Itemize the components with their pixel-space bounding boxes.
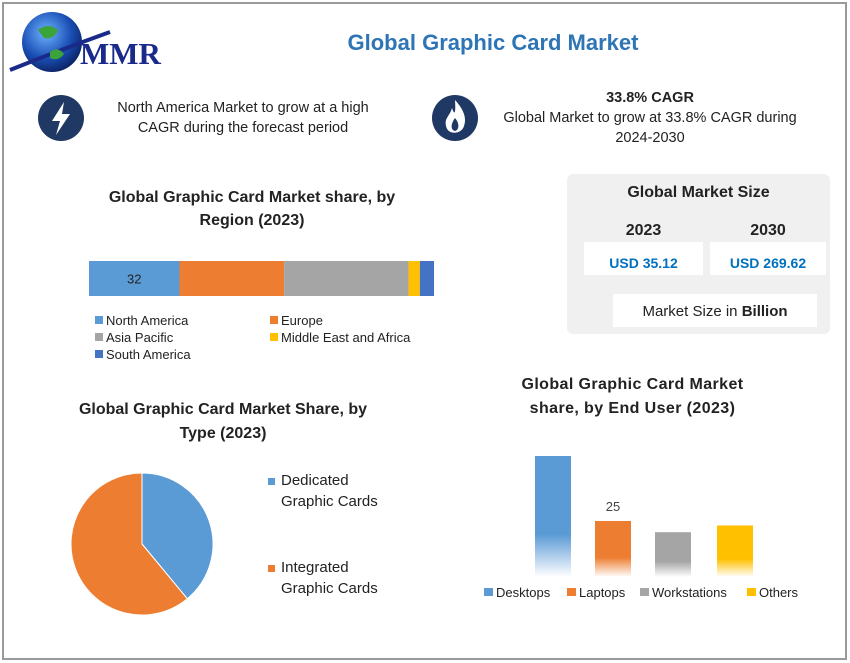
legend-swatch	[270, 333, 278, 341]
bar	[717, 525, 753, 577]
legend-label: Desktops	[496, 585, 551, 600]
bar	[655, 532, 691, 577]
legend-swatch	[95, 333, 103, 341]
title: Global Graphic Card Market	[347, 30, 639, 55]
year: 2023	[625, 222, 662, 239]
legend-swatch	[640, 588, 649, 596]
logo-globe	[9, 12, 111, 72]
note-box	[613, 294, 817, 327]
legend-swatch	[268, 478, 275, 485]
legend-label: North America	[106, 313, 189, 328]
pie-slice	[141, 472, 214, 600]
market-value: USD 269.62	[729, 255, 807, 271]
bar-segment	[179, 261, 285, 296]
legend-label: Workstations	[652, 585, 727, 600]
value-box	[584, 242, 703, 275]
logo-text: MMR	[80, 36, 161, 71]
chart-title: Global Graphic Card Market share, by Reg…	[108, 189, 396, 229]
bar-segment	[89, 261, 180, 296]
lightning-icon	[38, 95, 84, 141]
legend-swatch	[95, 316, 103, 324]
value-box	[710, 242, 826, 275]
bar	[595, 520, 631, 577]
legend-swatch	[268, 565, 275, 572]
legend-swatch	[747, 588, 756, 596]
legend-label: Middle East and Africa	[281, 330, 411, 345]
market-value: USD 35.12	[609, 255, 678, 271]
bar-segment	[419, 261, 434, 296]
note-text: Market Size in	[642, 303, 738, 320]
year: 2030	[750, 222, 786, 239]
chart-title: Global Graphic Card Market share, by End…	[521, 376, 744, 417]
legend-label: Laptops	[579, 585, 626, 600]
market-size-title: Global Market Size	[627, 184, 770, 201]
legend-label: South America	[106, 347, 191, 362]
note-unit: Billion	[741, 303, 788, 320]
bar	[535, 456, 571, 577]
legend-swatch	[270, 316, 278, 324]
legend-swatch	[484, 588, 493, 596]
flame-icon	[432, 95, 478, 141]
bar-segment	[408, 261, 420, 296]
legend-swatch	[567, 588, 576, 596]
legend-label: Integrated Graphic Cards	[281, 559, 378, 597]
legend-label: Dedicated Graphic Cards	[281, 472, 378, 510]
bar-segment	[284, 261, 409, 296]
chart-title: Global Graphic Card Market Share, by Typ…	[78, 401, 368, 442]
highlight: North America Market to grow at a high C…	[117, 100, 369, 136]
legend-label: Others	[759, 585, 799, 600]
legend-label: Europe	[281, 313, 323, 328]
data-label: 32	[127, 272, 141, 287]
highlight: Global Market to grow at 33.8% CAGR duri…	[503, 110, 797, 146]
legend-label: Asia Pacific	[106, 330, 174, 345]
highlight-heading: 33.8% CAGR	[606, 90, 694, 106]
data-label: 25	[606, 499, 620, 514]
legend-swatch	[95, 350, 103, 358]
market-note: Market Size in Billion	[613, 303, 817, 320]
pie-slice	[70, 472, 188, 616]
